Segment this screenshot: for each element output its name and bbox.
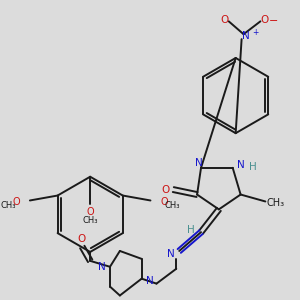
Text: H: H: [249, 162, 256, 172]
Text: O: O: [221, 15, 229, 25]
Text: O: O: [161, 184, 169, 195]
Text: O: O: [160, 197, 168, 208]
Text: N: N: [167, 249, 175, 259]
Text: N: N: [242, 31, 249, 41]
Text: N: N: [98, 262, 106, 272]
Text: +: +: [252, 28, 259, 37]
Text: H: H: [187, 225, 195, 235]
Text: CH₃: CH₃: [0, 201, 16, 210]
Text: O: O: [260, 15, 269, 25]
Text: N: N: [237, 160, 244, 170]
Text: CH₃: CH₃: [266, 198, 284, 208]
Text: O: O: [86, 207, 94, 218]
Text: O: O: [77, 234, 86, 244]
Text: CH₃: CH₃: [164, 201, 180, 210]
Text: −: −: [268, 16, 278, 26]
Text: O: O: [12, 197, 20, 208]
Text: CH₃: CH₃: [82, 216, 98, 225]
Text: N: N: [195, 158, 203, 168]
Text: N: N: [146, 276, 153, 286]
